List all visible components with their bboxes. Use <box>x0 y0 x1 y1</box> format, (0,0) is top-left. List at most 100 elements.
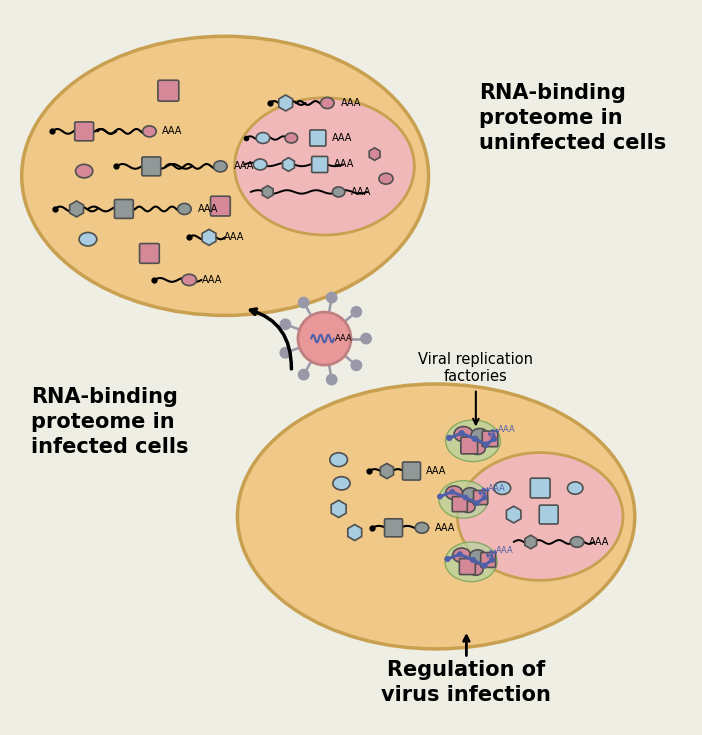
Circle shape <box>298 298 309 308</box>
Ellipse shape <box>330 453 347 467</box>
FancyBboxPatch shape <box>140 243 159 263</box>
Ellipse shape <box>234 98 414 235</box>
Circle shape <box>298 312 351 365</box>
Text: AAA: AAA <box>498 425 515 434</box>
Text: AAA: AAA <box>435 523 456 533</box>
Text: AAA: AAA <box>224 232 244 243</box>
Circle shape <box>457 551 463 557</box>
Text: AAA: AAA <box>351 187 371 197</box>
FancyBboxPatch shape <box>461 437 477 453</box>
Text: AAA: AAA <box>198 204 218 214</box>
FancyBboxPatch shape <box>114 199 133 218</box>
Ellipse shape <box>461 501 475 512</box>
Ellipse shape <box>567 482 583 494</box>
Circle shape <box>450 490 455 495</box>
Ellipse shape <box>415 523 429 533</box>
Polygon shape <box>202 229 216 245</box>
Ellipse shape <box>570 537 584 548</box>
Circle shape <box>326 374 337 385</box>
Ellipse shape <box>22 36 428 315</box>
Circle shape <box>326 293 337 303</box>
Circle shape <box>445 556 450 562</box>
Circle shape <box>470 557 476 563</box>
Ellipse shape <box>237 384 635 649</box>
Text: RNA-binding
proteome in
uninfected cells: RNA-binding proteome in uninfected cells <box>479 83 666 153</box>
Text: AAA: AAA <box>234 162 254 171</box>
Ellipse shape <box>445 542 497 581</box>
Ellipse shape <box>469 564 483 576</box>
Text: AAA: AAA <box>340 98 361 108</box>
FancyBboxPatch shape <box>402 462 420 480</box>
Polygon shape <box>506 506 521 523</box>
Circle shape <box>298 370 309 380</box>
Ellipse shape <box>470 550 486 562</box>
Circle shape <box>491 436 496 442</box>
Polygon shape <box>279 95 293 111</box>
FancyBboxPatch shape <box>452 497 468 512</box>
Ellipse shape <box>454 426 473 442</box>
FancyBboxPatch shape <box>482 431 498 447</box>
Circle shape <box>351 306 362 317</box>
Ellipse shape <box>471 429 488 442</box>
Ellipse shape <box>253 159 267 170</box>
Circle shape <box>482 563 487 568</box>
Circle shape <box>472 436 478 442</box>
FancyBboxPatch shape <box>459 559 475 575</box>
Ellipse shape <box>379 173 393 184</box>
Text: Regulation of
virus infection: Regulation of virus infection <box>381 660 551 705</box>
Ellipse shape <box>213 161 227 172</box>
Polygon shape <box>263 186 273 198</box>
Circle shape <box>446 435 452 441</box>
Circle shape <box>361 334 371 344</box>
Ellipse shape <box>143 126 156 137</box>
Polygon shape <box>369 148 380 160</box>
Circle shape <box>484 442 489 448</box>
FancyBboxPatch shape <box>158 80 179 101</box>
Polygon shape <box>380 463 394 478</box>
Ellipse shape <box>182 274 197 286</box>
Ellipse shape <box>178 204 191 215</box>
FancyBboxPatch shape <box>474 490 488 504</box>
Ellipse shape <box>446 420 501 462</box>
Circle shape <box>459 431 465 436</box>
Ellipse shape <box>439 481 488 518</box>
Circle shape <box>280 348 291 358</box>
Text: AAA: AAA <box>201 275 222 285</box>
Ellipse shape <box>463 488 478 500</box>
Polygon shape <box>69 201 84 217</box>
Circle shape <box>463 495 468 500</box>
Text: AAA: AAA <box>425 466 446 476</box>
FancyBboxPatch shape <box>312 157 328 173</box>
Circle shape <box>489 557 495 563</box>
FancyBboxPatch shape <box>142 157 161 176</box>
Ellipse shape <box>321 98 334 109</box>
Text: RNA-binding
proteome in
infected cells: RNA-binding proteome in infected cells <box>31 387 189 456</box>
FancyBboxPatch shape <box>310 130 326 146</box>
Circle shape <box>482 495 487 500</box>
Text: AAA: AAA <box>496 546 513 555</box>
Circle shape <box>437 494 442 499</box>
Ellipse shape <box>285 133 298 143</box>
Ellipse shape <box>453 548 470 562</box>
FancyBboxPatch shape <box>74 122 93 141</box>
Text: AAA: AAA <box>161 126 182 137</box>
Ellipse shape <box>470 442 485 454</box>
Text: Viral replication
factories: Viral replication factories <box>418 351 534 384</box>
FancyBboxPatch shape <box>385 519 402 537</box>
Ellipse shape <box>333 187 345 197</box>
FancyBboxPatch shape <box>211 196 230 216</box>
Ellipse shape <box>76 165 93 178</box>
Text: AAA: AAA <box>590 537 610 547</box>
Ellipse shape <box>333 477 350 490</box>
FancyBboxPatch shape <box>481 553 496 567</box>
Ellipse shape <box>458 453 623 581</box>
Polygon shape <box>331 501 346 517</box>
Polygon shape <box>525 535 536 549</box>
Circle shape <box>351 360 362 370</box>
Ellipse shape <box>446 486 463 500</box>
Circle shape <box>475 501 479 506</box>
Circle shape <box>280 319 291 329</box>
Text: AAA: AAA <box>334 159 355 170</box>
Polygon shape <box>347 525 362 540</box>
Ellipse shape <box>494 481 510 495</box>
